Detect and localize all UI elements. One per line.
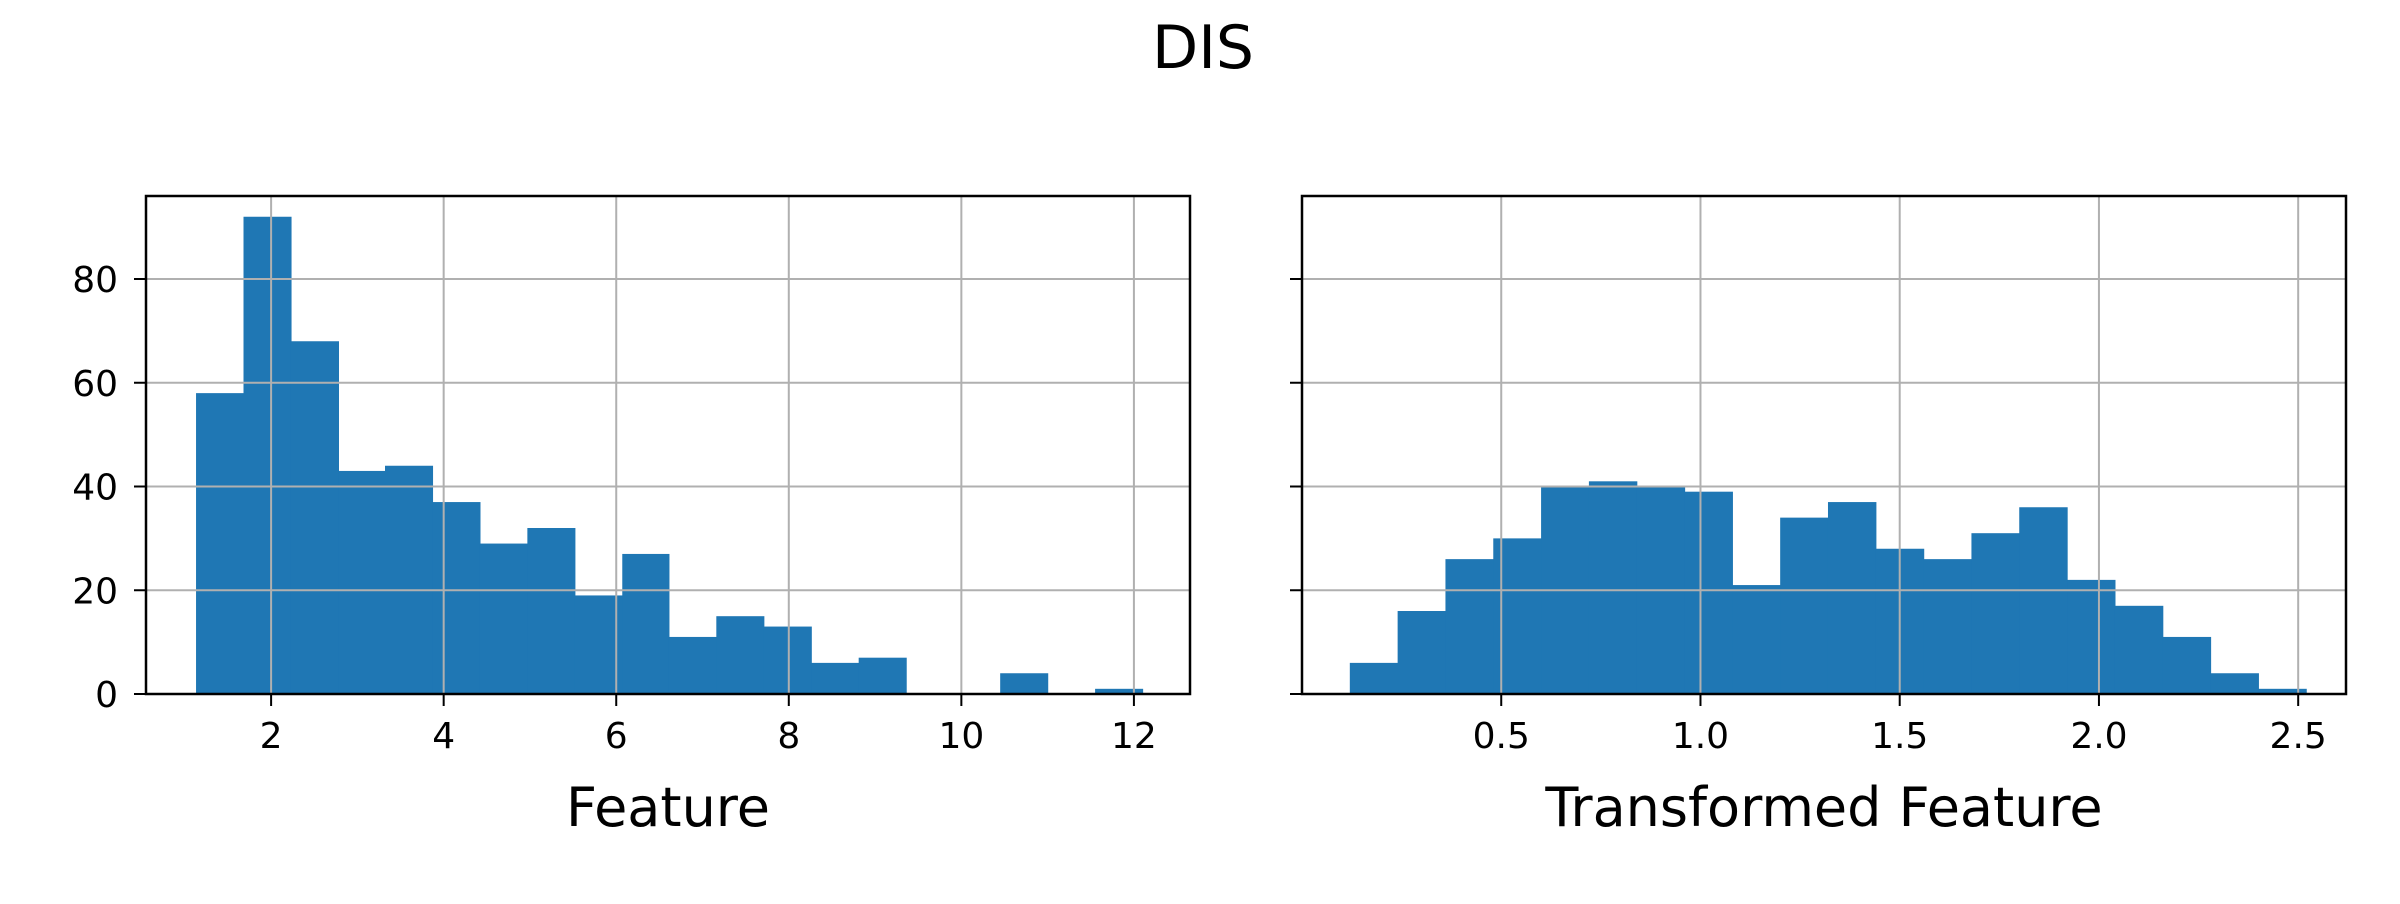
- bar-transformed-feature-14: [2019, 507, 2068, 694]
- bar-transformed-feature-18: [2210, 673, 2259, 694]
- bar-transformed-feature-10: [1827, 502, 1877, 694]
- bar-feature-11: [716, 616, 765, 694]
- x-tick-label-transformed-feature-1: 1.0: [1672, 716, 1729, 757]
- x-axis-label-transformed-feature: Transformed Feature: [1544, 776, 2102, 839]
- y-tick-label-feature-4: 80: [72, 260, 118, 301]
- figure-title: DIS: [1152, 13, 1254, 83]
- bar-transformed-feature-7: [1684, 491, 1733, 694]
- bar-transformed-feature-13: [1971, 533, 2020, 694]
- y-tick-label-feature-2: 40: [72, 468, 118, 509]
- x-tick-label-feature-0: 2: [260, 716, 283, 757]
- bar-feature-0: [196, 393, 245, 695]
- y-tick-label-feature-3: 60: [72, 364, 118, 405]
- x-tick-label-transformed-feature-0: 0.5: [1473, 716, 1530, 757]
- x-ticks-feature: 2 4 6 8 10 12: [260, 694, 1157, 757]
- bar-transformed-feature-1: [1397, 611, 1447, 694]
- bar-feature-3: [338, 470, 386, 694]
- bar-feature-9: [622, 553, 670, 694]
- x-axis-label-feature: Feature: [566, 776, 770, 839]
- x-ticks-transformed-feature: 0.5 1.0 1.5 2.0 2.5: [1473, 694, 2327, 757]
- x-tick-label-feature-3: 8: [777, 716, 800, 757]
- bar-feature-19: [1095, 688, 1144, 694]
- bar-transformed-feature-8: [1732, 585, 1781, 694]
- bar-transformed-feature-0: [1349, 662, 1399, 695]
- x-tick-label-feature-5: 12: [1111, 716, 1157, 757]
- x-tick-label-feature-1: 4: [432, 716, 455, 757]
- histogram-feature: 2 4 6 8 10 12 0 20 40 60 80 Feature: [72, 194, 1192, 839]
- axes-frame-feature: [144, 194, 1192, 696]
- bar-transformed-feature-17: [2162, 636, 2212, 694]
- bar-transformed-feature-16: [2114, 605, 2164, 694]
- bars-feature: [196, 216, 1144, 695]
- x-tick-label-transformed-feature-3: 2.0: [2070, 716, 2127, 757]
- bar-feature-1: [243, 216, 292, 694]
- x-tick-label-transformed-feature-2: 1.5: [1871, 716, 1928, 757]
- axes-frame-transformed-feature: [1300, 194, 2348, 696]
- bar-feature-4: [385, 465, 434, 694]
- bar-feature-14: [858, 657, 907, 694]
- y-ticks-feature: 0 20 40 60 80: [72, 260, 146, 716]
- bar-feature-17: [1000, 673, 1049, 694]
- bar-feature-2: [290, 341, 339, 694]
- histogram-transformed-feature: 0.5 1.0 1.5 2.0 2.5 Transformed Feature: [1290, 194, 2348, 839]
- bar-transformed-feature-12: [1923, 559, 1973, 695]
- x-tick-label-feature-4: 10: [938, 716, 984, 757]
- bar-feature-13: [811, 662, 860, 695]
- bar-transformed-feature-5: [1588, 481, 1638, 694]
- bar-feature-10: [668, 636, 717, 694]
- x-tick-label-transformed-feature-4: 2.5: [2270, 716, 2327, 757]
- bar-transformed-feature-15: [2067, 579, 2116, 695]
- bar-feature-8: [574, 595, 623, 694]
- y-tick-label-feature-0: 0: [95, 675, 118, 716]
- bars-transformed-feature: [1349, 481, 2307, 695]
- bar-transformed-feature-2: [1445, 559, 1494, 695]
- bar-feature-7: [527, 528, 576, 694]
- bar-transformed-feature-19: [2258, 688, 2307, 694]
- y-tick-label-feature-1: 20: [72, 571, 118, 612]
- bar-transformed-feature-9: [1780, 517, 1829, 695]
- bar-feature-6: [479, 543, 528, 694]
- y-ticks-transformed-feature: [1290, 278, 1302, 695]
- bar-feature-5: [432, 502, 481, 694]
- x-tick-label-feature-2: 6: [605, 716, 628, 757]
